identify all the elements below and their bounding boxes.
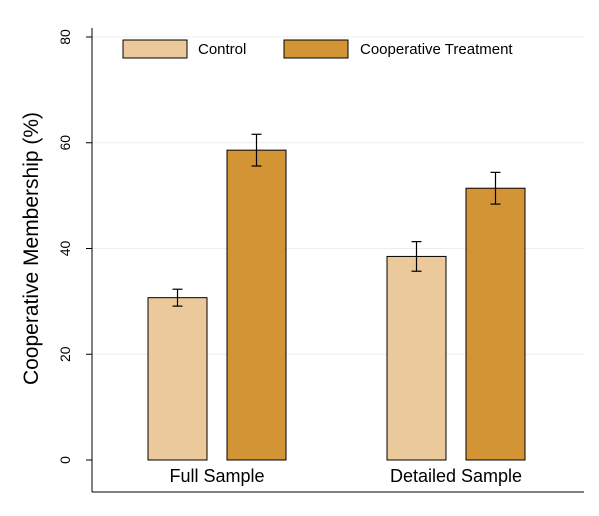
- error-bars: [172, 133, 501, 307]
- axes: [91, 28, 584, 493]
- y-tick-label: 80: [57, 29, 73, 45]
- legend-swatch: [283, 39, 349, 59]
- bar-control-full-sample: [147, 297, 208, 461]
- y-ticks: 0 20 40 60 80: [57, 29, 92, 464]
- legend: Control Cooperative Treatment: [122, 39, 513, 59]
- legend-swatch: [122, 39, 188, 59]
- bar-cooperative-treatment-full-sample: [226, 149, 287, 461]
- y-tick-label: 40: [57, 241, 73, 257]
- x-category-label: Full Sample: [169, 466, 264, 486]
- y-tick-label: 60: [57, 135, 73, 151]
- bar-cooperative-treatment-detailed-sample: [465, 187, 526, 461]
- x-category-labels: Full Sample Detailed Sample: [169, 466, 522, 486]
- bar-control-detailed-sample: [386, 255, 447, 461]
- bars: [147, 149, 526, 461]
- y-axis-title: Cooperative Membership (%): [20, 112, 43, 385]
- y-tick-label: 20: [57, 346, 73, 362]
- legend-label: Control: [198, 41, 246, 58]
- y-tick-label: 0: [57, 456, 73, 464]
- x-category-label: Detailed Sample: [390, 466, 522, 486]
- legend-label: Cooperative Treatment: [360, 41, 513, 58]
